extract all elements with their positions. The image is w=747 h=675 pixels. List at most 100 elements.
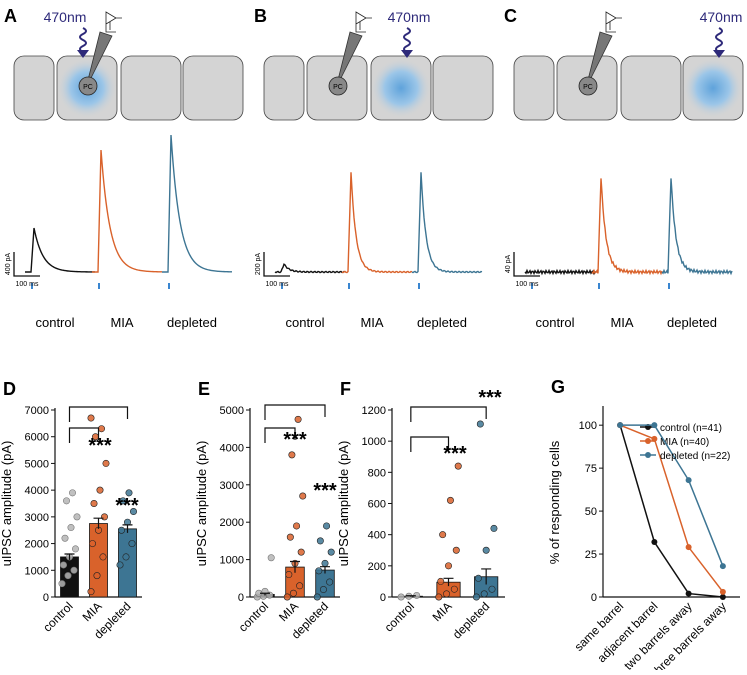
data-point <box>474 574 482 582</box>
y-tick-label: 75 <box>585 463 597 475</box>
data-point <box>67 524 75 532</box>
data-point <box>267 554 275 562</box>
y-tick-label: 2000 <box>220 517 244 529</box>
stim-arrowhead <box>713 50 725 58</box>
trace <box>524 268 596 276</box>
barrel-cell <box>263 55 305 121</box>
group-label: depleted <box>417 315 467 330</box>
legend-dot <box>645 452 651 458</box>
y-tick-label: 0 <box>43 592 49 604</box>
y-tick-label: 1000 <box>220 555 244 567</box>
scale-label: 400 pA <box>5 253 12 276</box>
trace <box>162 134 233 273</box>
legend-dot <box>645 438 651 444</box>
stim-wave <box>79 27 87 53</box>
error-bar <box>405 595 416 597</box>
data-point <box>102 459 110 467</box>
error-bar <box>481 568 492 585</box>
sig-bracket <box>68 427 100 443</box>
y-tick-label: 0 <box>591 592 597 604</box>
pc-label: PC <box>333 84 343 91</box>
data-point <box>437 577 445 585</box>
stim-label: 470nm <box>388 9 431 25</box>
series-point <box>685 477 692 484</box>
panel-letter: G <box>551 377 565 397</box>
data-point <box>64 572 72 580</box>
x-tick-label: depleted <box>450 599 492 641</box>
y-tick-label: 200 <box>368 561 386 573</box>
y-tick-label: 3000 <box>25 512 49 524</box>
data-point <box>444 562 452 570</box>
error-bar <box>64 553 75 560</box>
error-bar <box>93 517 104 529</box>
y-tick-label: 5000 <box>220 405 244 417</box>
sig-stars: *** <box>115 495 139 517</box>
panel-letter: D <box>3 379 16 399</box>
trace <box>411 172 483 274</box>
pc-cell <box>578 76 598 96</box>
barrel-cell <box>513 55 555 121</box>
scale-label: 100 ms <box>266 281 289 288</box>
light-spot <box>683 58 743 118</box>
panel-letter: F <box>340 379 351 399</box>
pc-label: PC <box>583 84 593 91</box>
sig-bracket <box>410 436 450 452</box>
stim-label: 470nm <box>44 9 87 25</box>
series-point <box>685 544 692 551</box>
bar <box>89 523 108 598</box>
y-axis-label: uIPSC amplitude (pA) <box>0 441 14 567</box>
series-line <box>619 424 724 593</box>
data-point <box>476 420 484 428</box>
data-point <box>319 586 327 594</box>
y-tick-label: 4000 <box>220 442 244 454</box>
data-point <box>286 533 294 541</box>
sig-bracket <box>68 406 129 422</box>
error-bar <box>122 524 133 533</box>
group-label: depleted <box>167 315 217 330</box>
y-tick-label: 7000 <box>25 405 49 417</box>
trace <box>591 178 663 276</box>
stim-wave <box>715 27 723 53</box>
series-point <box>651 539 658 546</box>
y-tick-label: 600 <box>368 499 386 511</box>
pipette <box>85 31 113 89</box>
data-point <box>128 540 136 548</box>
y-tick-label: 1000 <box>25 565 49 577</box>
series-point <box>617 422 624 429</box>
legend-label: depleted (n=22) <box>660 451 730 462</box>
data-point <box>316 537 324 545</box>
pipette <box>585 31 613 89</box>
data-point <box>129 508 137 516</box>
trace <box>341 172 413 274</box>
y-tick-label: 2000 <box>25 539 49 551</box>
data-point <box>443 590 451 598</box>
panel-letter: B <box>254 6 267 26</box>
data-point <box>288 451 296 459</box>
data-point <box>100 513 108 521</box>
series-point <box>685 590 692 597</box>
data-point <box>99 553 107 561</box>
data-point <box>283 593 291 601</box>
barrel-cell <box>432 55 494 121</box>
panel-letter: A <box>4 6 17 26</box>
series-point <box>719 563 726 570</box>
pc-label: PC <box>83 84 93 91</box>
barrel-cell <box>120 55 182 121</box>
data-point <box>397 593 405 601</box>
y-tick-label: 25 <box>585 549 597 561</box>
stim-arrowhead <box>401 50 413 58</box>
data-point <box>89 540 97 548</box>
data-point <box>472 593 480 601</box>
y-tick-label: 800 <box>368 467 386 479</box>
data-point <box>93 572 101 580</box>
data-point <box>97 425 105 433</box>
scale-bar <box>263 252 290 277</box>
y-tick-label: 4000 <box>25 485 49 497</box>
data-point <box>119 497 127 505</box>
x-tick-label: MIA <box>276 599 301 624</box>
y-tick-label: 1000 <box>362 436 386 448</box>
y-tick-label: 0 <box>380 592 386 604</box>
group-label: control <box>285 315 324 330</box>
barrel-cell <box>182 55 244 121</box>
amplifier-icon <box>355 11 372 33</box>
